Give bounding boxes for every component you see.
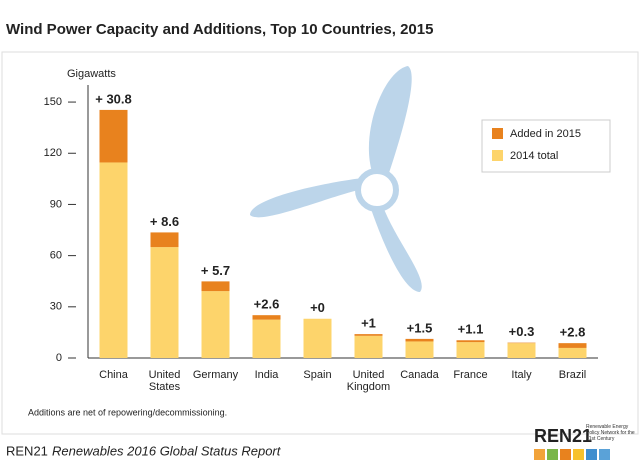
legend-swatch [492,128,503,139]
value-label: + 30.8 [95,91,132,106]
bar-segment [354,334,383,336]
bar-segment [405,338,434,342]
bar-segment [303,318,332,358]
x-tick-label: Canada [400,369,439,381]
x-tick-label: India [254,369,279,381]
footnote: Additions are net of repowering/decommis… [28,407,227,417]
x-tick-label: France [453,369,488,381]
value-label: + 8.6 [150,214,179,229]
bar-segment [405,341,434,358]
x-tick-label: Italy [511,369,532,381]
bar-segment [201,291,230,358]
bar-segment [507,342,536,344]
value-label: +0.3 [509,324,535,339]
x-tick-label: Germany [192,369,239,381]
x-tick-label: United Kingdom [346,369,391,393]
chart-title: Wind Power Capacity and Additions, Top 1… [6,21,433,38]
y-tick-label: 0 [56,352,62,364]
bar-segment [252,319,281,358]
logo-tagline: Renewable Energy Policy Network for the … [586,424,635,442]
bar-segment [456,342,485,358]
x-tick-label: China [99,369,128,381]
bar-segment [456,340,485,343]
y-tick-label: 120 [44,147,62,159]
value-label: +1.1 [458,322,484,337]
legend-box [481,119,611,173]
value-label: +0 [310,300,325,315]
source-org: REN21 [6,443,48,458]
x-tick-label: United States [148,369,181,393]
y-tick-label: 60 [50,250,62,262]
value-label: +2.8 [560,325,586,340]
logo-icons [534,449,610,460]
bar-segment [558,343,587,348]
y-axis-label: Gigawatts [67,68,116,80]
y-tick-label: 90 [50,198,62,210]
value-label: +1.5 [407,320,433,335]
bar-segment [99,109,128,163]
logo-tagline-box: Renewable Energy Policy Network for the … [586,424,635,442]
x-tick-label: Brazil [558,369,587,381]
legend-label: Added in 2015 [510,128,581,140]
bar-segment [507,343,536,358]
bar-segment [354,335,383,358]
bar-segment [558,347,587,358]
bar-segment [99,162,128,358]
bar-segment [150,247,179,358]
logo-name: REN21 [534,426,592,446]
source-report: Renewables 2016 Global Status Report [52,443,282,458]
value-label: + 5.7 [201,263,230,278]
windmill [250,66,422,292]
bar-segment [150,232,179,248]
bar-segment [201,281,230,292]
x-tick-label: Spain [303,369,332,381]
value-label: +1 [361,316,376,331]
y-tick-label: 30 [50,301,62,313]
value-label: +2.6 [254,297,280,312]
bar-segment [252,315,281,320]
legend-label: 2014 total [510,150,558,162]
frame [1,51,639,435]
y-tick-label: 150 [44,96,62,108]
legend-swatch [492,150,503,161]
